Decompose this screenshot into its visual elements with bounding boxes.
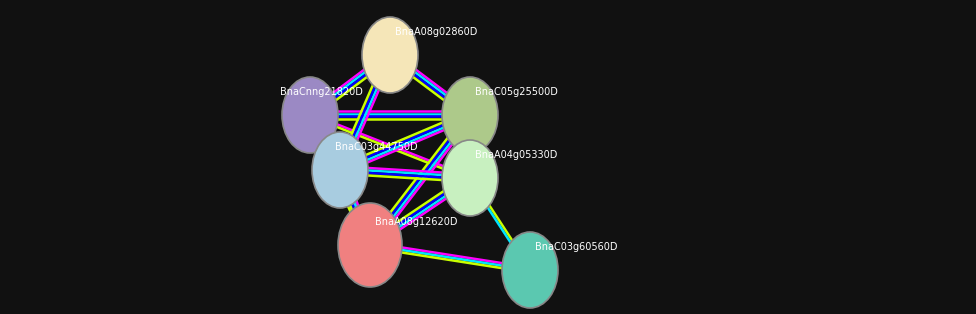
Text: BnaC05g25500D: BnaC05g25500D (475, 87, 558, 97)
Ellipse shape (502, 232, 558, 308)
Text: BnaC03g60560D: BnaC03g60560D (535, 242, 618, 252)
Ellipse shape (442, 77, 498, 153)
Ellipse shape (338, 203, 402, 287)
Text: BnaC03g44750D: BnaC03g44750D (335, 142, 418, 152)
Text: BnaA04g05330D: BnaA04g05330D (475, 150, 557, 160)
Ellipse shape (282, 77, 338, 153)
Text: BnaA08g02860D: BnaA08g02860D (395, 27, 477, 37)
Text: BnaA08g12620D: BnaA08g12620D (375, 217, 458, 227)
Ellipse shape (362, 17, 418, 93)
Text: BnaCnng21820D: BnaCnng21820D (280, 87, 363, 97)
Ellipse shape (312, 132, 368, 208)
Ellipse shape (442, 140, 498, 216)
